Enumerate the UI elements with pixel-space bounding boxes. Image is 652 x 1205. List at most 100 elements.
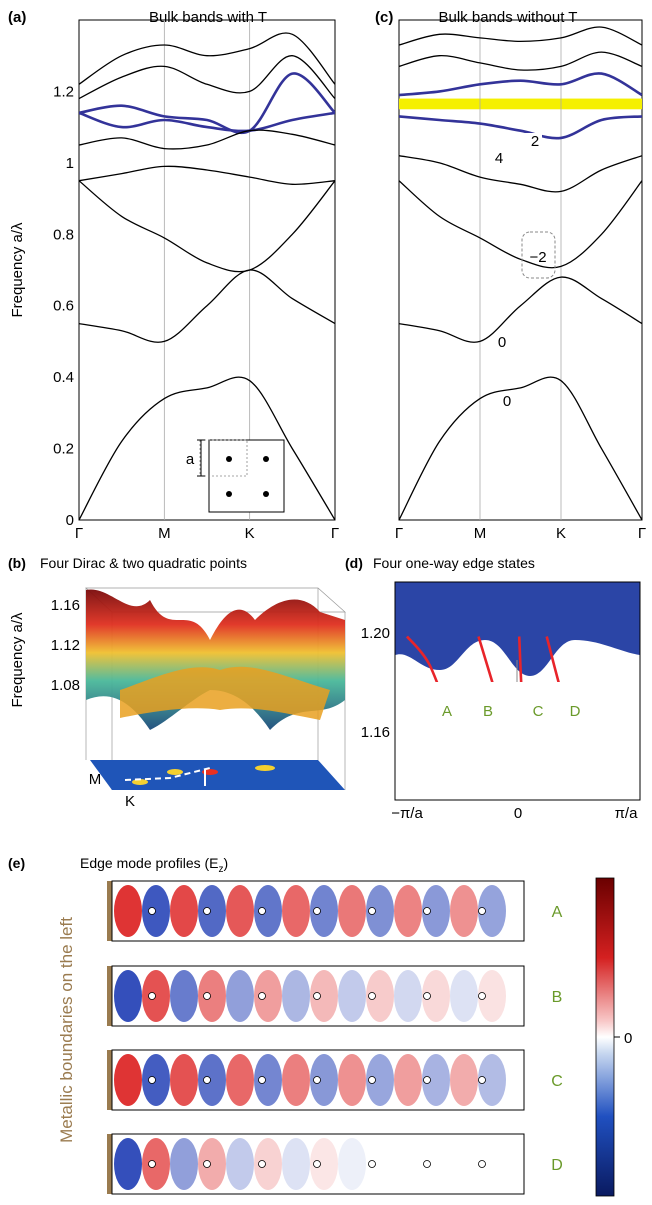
panel-c-title: Bulk bands without T — [439, 9, 578, 26]
field-lobe — [282, 885, 310, 937]
field-lobe — [198, 1054, 226, 1106]
highlighted-band — [399, 72, 642, 97]
field-lobe — [142, 1138, 170, 1190]
profile-label: C — [551, 1073, 563, 1090]
field-lobe — [310, 1054, 338, 1106]
panel-a-title: Bulk bands with T — [149, 9, 267, 26]
x-tick-label: Γ — [331, 525, 339, 542]
chern-number-1: 2 — [531, 133, 539, 150]
y-tick-label: 0.6 — [53, 298, 74, 315]
field-lobe — [254, 885, 282, 937]
profile-row-b: B — [107, 965, 563, 1027]
field-lobe — [450, 970, 478, 1022]
rod-2 — [263, 456, 269, 462]
field-lobe — [478, 1054, 506, 1106]
field-lobe — [226, 1054, 254, 1106]
field-lobe — [114, 885, 142, 937]
highlighted-band — [79, 111, 335, 133]
field-lobe — [114, 1138, 142, 1190]
panel-b: (b) Four Dirac & two quadratic points Fr… — [8, 555, 346, 810]
panel-c-frame — [398, 19, 643, 521]
panel-a-y-ticks: 0 0.2 0.4 0.6 0.8 1 1.2 — [53, 83, 74, 529]
chern-number-4: 0 — [498, 334, 506, 351]
panel-c-tag: (c) — [375, 9, 393, 26]
metal-boundary — [107, 1134, 112, 1194]
edge-state-b — [477, 636, 494, 682]
panel-a-tag: (a) — [8, 9, 26, 26]
panel-e-title: Edge mode profiles (Ez) — [80, 855, 228, 875]
panel-a-bands — [79, 32, 335, 520]
field-lobe — [478, 970, 506, 1022]
rod-marker — [258, 1076, 266, 1084]
d-y-tick-2: 1.16 — [361, 724, 390, 741]
edge-state-a — [405, 635, 439, 682]
y-tick-label: 0.8 — [53, 226, 74, 243]
point-label-k: K — [125, 793, 135, 810]
rod-marker — [258, 992, 266, 1000]
panel-a-frame — [78, 19, 336, 521]
rod-marker — [258, 1160, 266, 1168]
chern-bg-5 — [498, 393, 516, 409]
x-tick-label: M — [158, 525, 171, 542]
lattice-inset: a — [186, 439, 285, 513]
rod-marker — [478, 1160, 486, 1168]
y-tick-label: 0.2 — [53, 441, 74, 458]
panel-b-ylabel: Frequency a/λ — [9, 612, 26, 708]
rod-marker — [203, 907, 211, 915]
field-lobe — [366, 970, 394, 1022]
rod-marker — [478, 992, 486, 1000]
rod-marker — [478, 1076, 486, 1084]
field-lobe — [226, 1138, 254, 1190]
rod-marker — [423, 992, 431, 1000]
field-lobe — [394, 1054, 422, 1106]
profile-label: B — [552, 989, 563, 1006]
field-lobe — [338, 970, 366, 1022]
band-line — [79, 32, 335, 85]
point-label-m: M — [89, 771, 102, 788]
band-line — [79, 165, 335, 185]
rod-4 — [263, 491, 269, 497]
band-surface-lower — [120, 666, 330, 720]
field-lobe — [422, 885, 450, 937]
field-lobe — [282, 970, 310, 1022]
state-label-a: A — [442, 703, 452, 720]
chern-bg-1 — [524, 133, 542, 149]
field-lobe — [282, 1138, 310, 1190]
x-tick-label: Γ — [395, 525, 403, 542]
chern-numbers: 2 4 −2 0 0 — [490, 133, 547, 410]
chern-bg-4 — [493, 334, 511, 350]
band-gap-highlight — [399, 98, 642, 110]
profile-label: A — [552, 904, 563, 921]
inset-label-a: a — [186, 451, 195, 468]
rod-marker — [203, 1160, 211, 1168]
x-tick-label: M — [474, 525, 487, 542]
y-tick-label: 0 — [66, 512, 74, 529]
x-tick-label: Γ — [638, 525, 646, 542]
field-lobe — [310, 970, 338, 1022]
state-label-d: D — [570, 703, 581, 720]
field-lobe — [366, 1054, 394, 1106]
rod-marker — [368, 1160, 376, 1168]
field-lobe — [366, 885, 394, 937]
field-lobe — [254, 1054, 282, 1106]
field-lobe — [282, 1054, 310, 1106]
rod-marker — [313, 1076, 321, 1084]
band-line — [79, 129, 335, 150]
projection-plane — [90, 760, 345, 790]
rod-marker — [258, 907, 266, 915]
rod-marker — [148, 1160, 156, 1168]
rod-marker — [313, 992, 321, 1000]
x-tick-label: Γ — [75, 525, 83, 542]
dirac-spot-3 — [255, 765, 275, 771]
colorbar-zero-label: 0 — [624, 1030, 632, 1047]
rod-marker — [368, 907, 376, 915]
field-lobe — [338, 1138, 366, 1190]
dirac-spot-1 — [167, 769, 183, 775]
profile-label: D — [551, 1157, 563, 1174]
quadratic-point-box — [521, 231, 556, 279]
field-lobe — [170, 885, 198, 937]
metal-boundary — [107, 1050, 112, 1110]
